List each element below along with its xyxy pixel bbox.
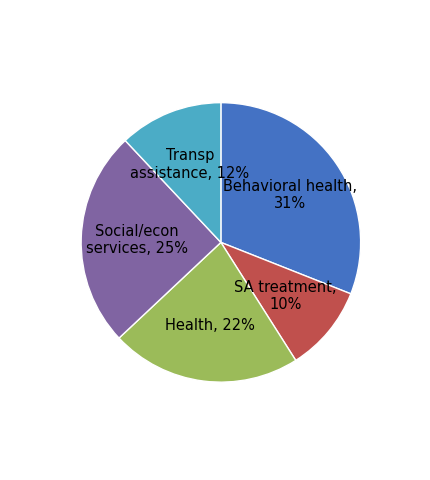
Wedge shape [125,103,221,242]
Text: Health, 22%: Health, 22% [165,318,255,333]
Text: Behavioral health,
31%: Behavioral health, 31% [223,179,356,212]
Wedge shape [81,141,220,338]
Text: SA treatment,
10%: SA treatment, 10% [233,280,336,312]
Text: Transp
assistance, 12%: Transp assistance, 12% [130,148,249,180]
Wedge shape [220,103,360,294]
Wedge shape [119,242,295,382]
Wedge shape [220,242,350,360]
Text: Social/econ
services, 25%: Social/econ services, 25% [86,224,187,256]
